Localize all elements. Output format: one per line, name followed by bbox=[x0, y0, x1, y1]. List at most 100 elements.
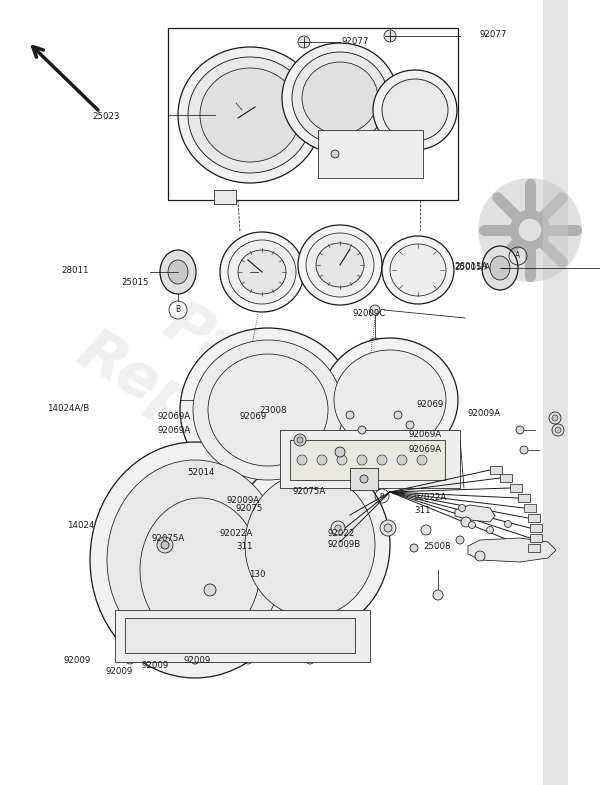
Circle shape bbox=[298, 36, 310, 48]
Bar bbox=[290, 440, 445, 480]
Ellipse shape bbox=[188, 57, 312, 173]
Circle shape bbox=[331, 521, 345, 535]
Text: 28011: 28011 bbox=[61, 266, 89, 276]
Circle shape bbox=[335, 447, 345, 457]
Ellipse shape bbox=[373, 70, 457, 150]
Bar bbox=[350, 468, 378, 490]
Circle shape bbox=[161, 541, 169, 549]
Text: 92075: 92075 bbox=[235, 504, 263, 513]
Text: 92009A: 92009A bbox=[468, 409, 501, 418]
Text: 92009C: 92009C bbox=[353, 309, 386, 319]
Circle shape bbox=[417, 455, 427, 465]
Circle shape bbox=[204, 584, 216, 596]
Ellipse shape bbox=[168, 260, 188, 284]
Circle shape bbox=[520, 446, 528, 454]
Ellipse shape bbox=[230, 457, 390, 633]
Circle shape bbox=[317, 455, 327, 465]
Polygon shape bbox=[455, 505, 495, 522]
Text: 92075A: 92075A bbox=[152, 534, 185, 543]
Ellipse shape bbox=[107, 460, 283, 660]
Text: 92009: 92009 bbox=[141, 661, 169, 670]
Circle shape bbox=[369, 338, 381, 350]
Circle shape bbox=[331, 150, 339, 158]
Text: 92009: 92009 bbox=[183, 656, 211, 666]
Ellipse shape bbox=[322, 338, 458, 462]
Circle shape bbox=[469, 521, 476, 528]
Circle shape bbox=[456, 536, 464, 544]
Text: 28011A: 28011A bbox=[455, 262, 488, 272]
Text: 25008: 25008 bbox=[423, 542, 451, 551]
Text: 92009B: 92009B bbox=[327, 540, 360, 549]
Text: 92069A: 92069A bbox=[158, 411, 191, 421]
Circle shape bbox=[475, 551, 485, 561]
Bar bbox=[530, 524, 542, 532]
Text: 92022A: 92022A bbox=[220, 529, 253, 539]
Text: 311: 311 bbox=[236, 542, 253, 551]
Text: 92022: 92022 bbox=[327, 529, 355, 539]
Ellipse shape bbox=[382, 236, 454, 304]
Ellipse shape bbox=[482, 246, 518, 290]
Ellipse shape bbox=[306, 233, 374, 297]
Bar bbox=[530, 534, 542, 542]
Text: 92022A: 92022A bbox=[414, 493, 447, 502]
Circle shape bbox=[520, 219, 541, 241]
Bar bbox=[168, 28, 458, 200]
Circle shape bbox=[358, 426, 366, 434]
Ellipse shape bbox=[302, 62, 378, 134]
Ellipse shape bbox=[490, 256, 510, 280]
Text: 92069A: 92069A bbox=[408, 444, 441, 454]
Text: 92009A: 92009A bbox=[226, 496, 259, 506]
Circle shape bbox=[479, 179, 581, 281]
Text: 14024: 14024 bbox=[67, 521, 95, 531]
Text: 14024A/B: 14024A/B bbox=[47, 403, 89, 413]
Polygon shape bbox=[468, 538, 556, 562]
Circle shape bbox=[397, 455, 407, 465]
Text: 92077: 92077 bbox=[341, 37, 369, 46]
Text: A: A bbox=[515, 251, 521, 261]
Ellipse shape bbox=[180, 328, 356, 492]
Ellipse shape bbox=[334, 350, 446, 450]
Ellipse shape bbox=[90, 442, 300, 678]
Ellipse shape bbox=[316, 243, 364, 287]
Circle shape bbox=[337, 455, 347, 465]
Circle shape bbox=[461, 517, 471, 527]
Text: 23008: 23008 bbox=[259, 406, 287, 415]
Circle shape bbox=[510, 210, 550, 250]
Ellipse shape bbox=[200, 68, 300, 162]
Circle shape bbox=[458, 505, 466, 512]
Ellipse shape bbox=[228, 240, 296, 304]
Bar bbox=[518, 494, 530, 502]
Text: 130: 130 bbox=[249, 570, 265, 579]
Ellipse shape bbox=[382, 79, 448, 141]
Text: B: B bbox=[175, 305, 181, 315]
Ellipse shape bbox=[245, 473, 375, 617]
Circle shape bbox=[294, 434, 306, 446]
Text: 25015: 25015 bbox=[121, 278, 149, 287]
Ellipse shape bbox=[238, 250, 286, 294]
Bar bbox=[510, 484, 522, 492]
Text: 25023: 25023 bbox=[92, 111, 120, 121]
Text: 92069A: 92069A bbox=[408, 429, 441, 439]
Text: 25005/A: 25005/A bbox=[455, 262, 491, 272]
Circle shape bbox=[487, 527, 493, 534]
Text: 92069: 92069 bbox=[240, 411, 267, 421]
Ellipse shape bbox=[178, 47, 322, 183]
Circle shape bbox=[370, 305, 380, 315]
Text: 92069A: 92069A bbox=[158, 425, 191, 435]
Circle shape bbox=[380, 520, 396, 536]
Bar bbox=[500, 474, 512, 482]
Ellipse shape bbox=[390, 244, 446, 296]
Circle shape bbox=[406, 421, 414, 429]
Circle shape bbox=[394, 411, 402, 419]
Ellipse shape bbox=[160, 250, 196, 294]
Circle shape bbox=[421, 525, 431, 535]
Text: 92075A: 92075A bbox=[293, 487, 326, 496]
Circle shape bbox=[357, 455, 367, 465]
Circle shape bbox=[552, 415, 558, 421]
Bar bbox=[125, 618, 355, 653]
Ellipse shape bbox=[298, 225, 382, 305]
Bar bbox=[214, 190, 236, 204]
Ellipse shape bbox=[292, 52, 388, 144]
Bar bbox=[528, 514, 540, 522]
Circle shape bbox=[297, 437, 303, 443]
